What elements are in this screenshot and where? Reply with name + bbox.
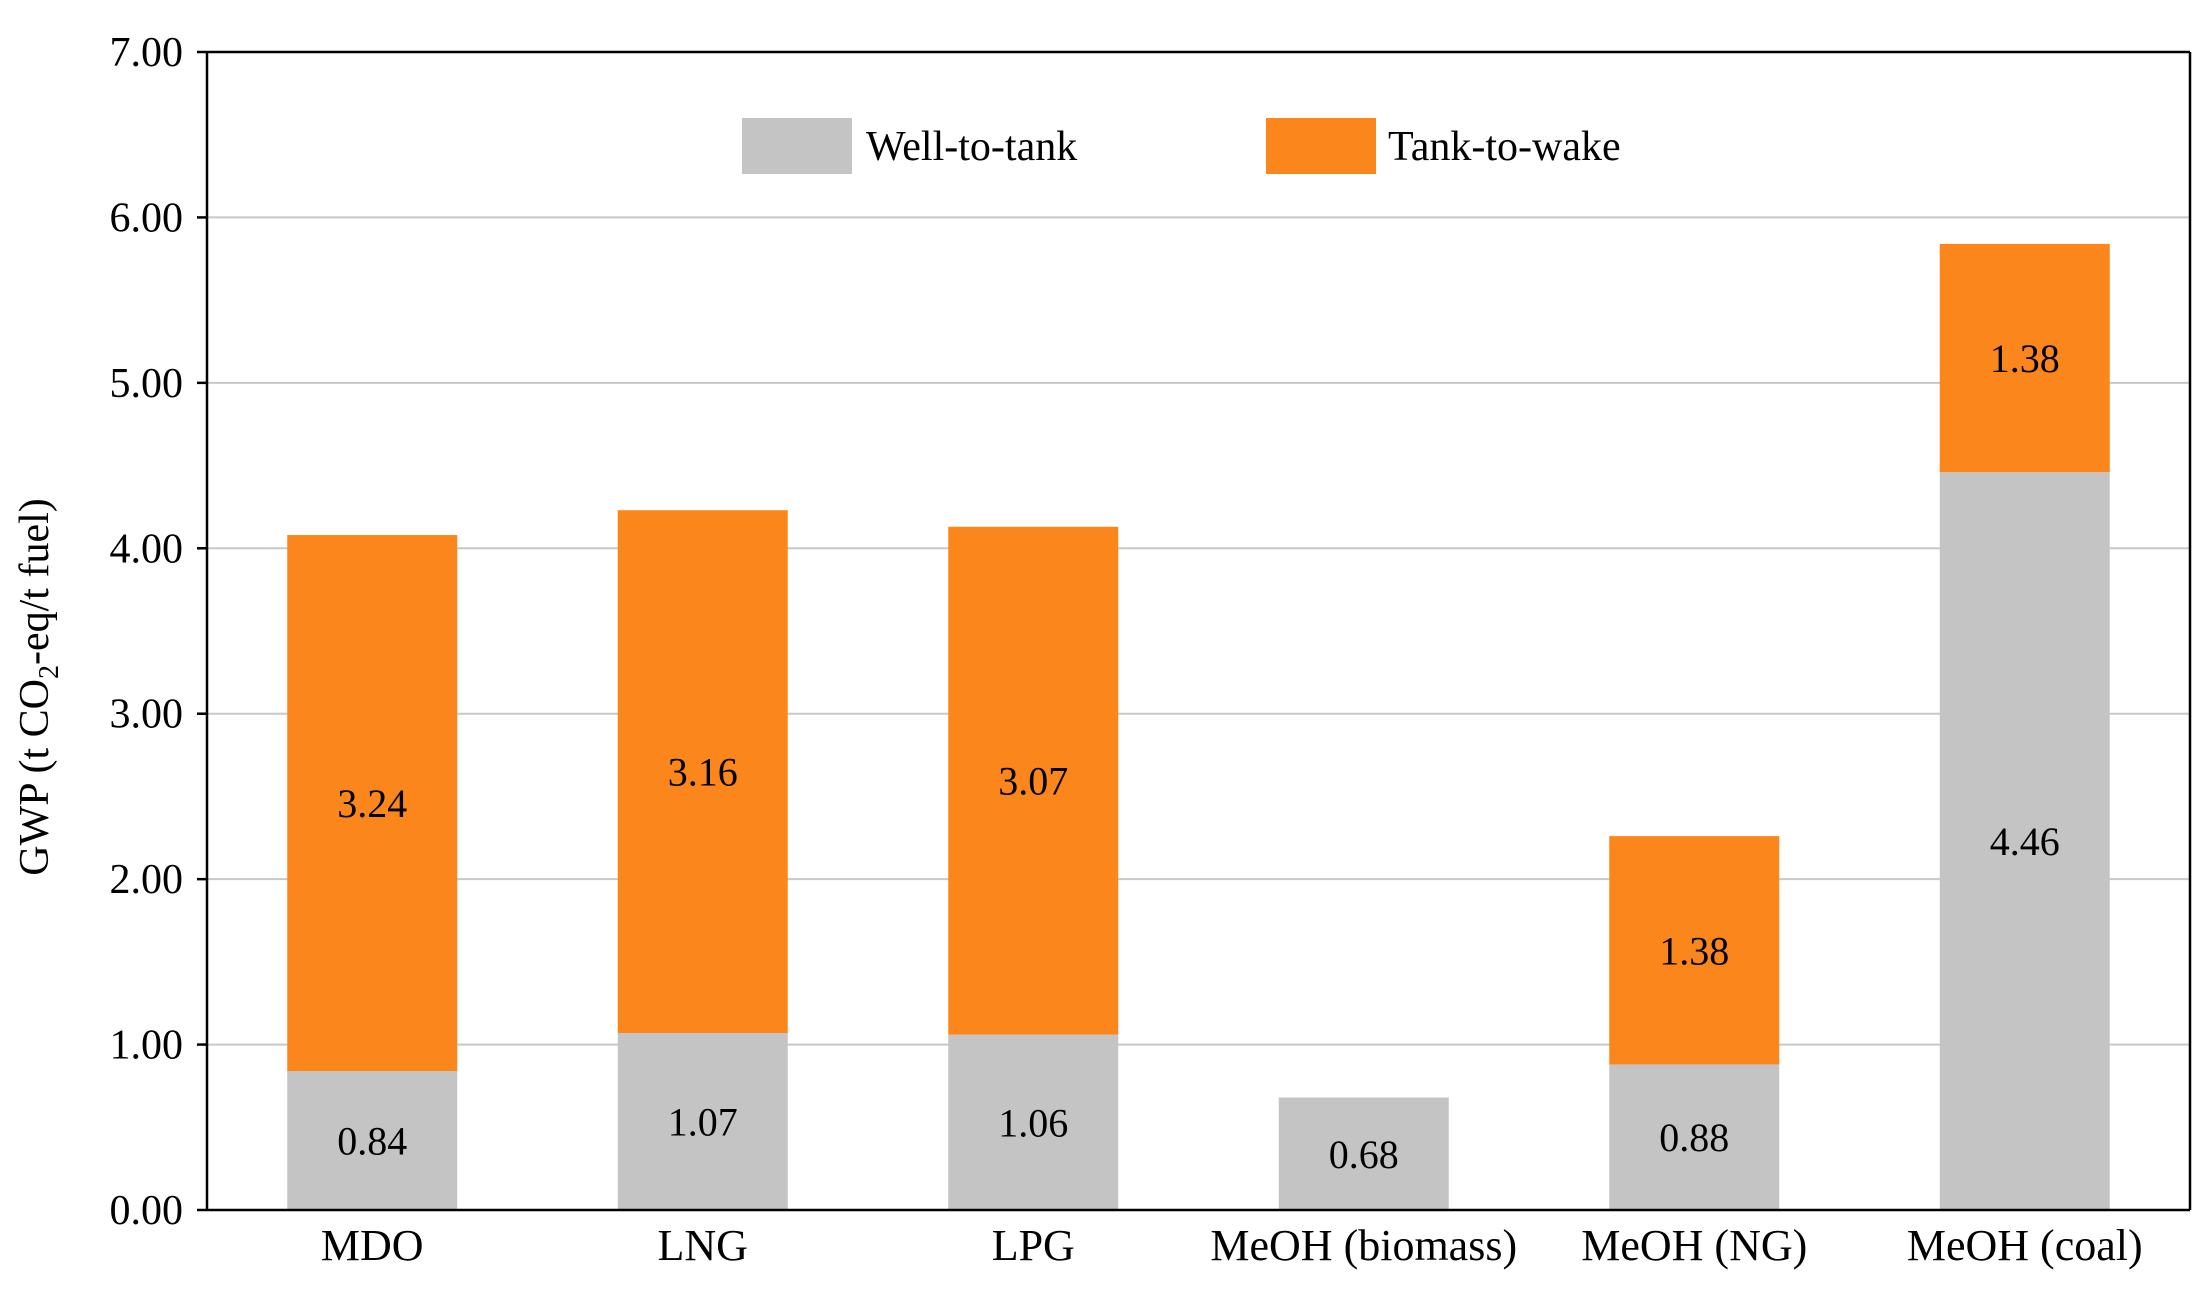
x-category-label: MeOH (biomass) [1210,1221,1517,1270]
bar-segment [1278,1097,1449,1210]
bar-value-label: 0.88 [1659,1115,1729,1160]
y-tick-label: 5.00 [110,361,184,407]
bar-segment [1609,1064,1780,1210]
bar-value-label: 1.38 [1659,928,1729,973]
y-tick-label: 0.00 [110,1188,184,1234]
x-category-label: MDO [321,1221,424,1270]
bar-segment [948,1034,1119,1210]
bar-segment [948,526,1119,1035]
y-tick-label: 2.00 [110,857,184,903]
y-tick-label: 7.00 [110,30,184,76]
x-category-label: MeOH (NG) [1581,1221,1807,1270]
legend-swatch [742,118,852,174]
legend-label: Well-to-tank [866,124,1077,170]
y-tick-label: 4.00 [110,526,184,572]
bar-value-label: 3.07 [998,759,1068,804]
bar-value-label: 0.68 [1329,1132,1399,1177]
bar-segment [617,1032,788,1210]
x-category-label: LPG [992,1221,1075,1270]
y-axis-title-tail: -eq/t fuel) [12,498,58,665]
bar-value-label: 3.16 [668,750,738,795]
legend-swatch [1266,118,1376,174]
bar-value-label: 0.84 [337,1119,407,1164]
legend-label: Tank-to-wake [1388,124,1621,170]
bar-segment [1939,472,2110,1210]
y-tick-label: 3.00 [110,692,184,738]
bar-value-label: 1.07 [668,1099,738,1144]
legend: Well-to-tank Tank-to-wake [742,118,1621,174]
bar-value-label: 4.46 [1990,819,2060,864]
y-tick-label: 1.00 [110,1023,184,1069]
bar-value-label: 1.38 [1990,336,2060,381]
y-tick-label: 6.00 [110,195,184,241]
bar-segment [287,1071,458,1210]
x-category-label: MeOH (coal) [1907,1221,2143,1270]
bar-value-label: 3.24 [337,781,407,826]
gridlines [207,216,2190,1046]
bars [287,243,2110,1210]
axes: 0.00 1.00 2.00 3.00 4.00 5.00 6.00 7.00 MDO LNG LP… [110,30,2192,1270]
y-axis-title-subscript: 2 [34,665,65,679]
bar-segment [287,535,458,1072]
x-category-label: LNG [658,1221,748,1270]
y-axis-title: GWP (t CO2-eq/t fuel) [12,498,65,876]
bar-segment [1609,836,1780,1065]
bar-segment [617,510,788,1033]
data-labels: 0.84 3.24 1.07 3.16 1.06 3.07 0.68 0.88 1.38 4.46… [337,336,2060,1177]
bar-segment [1939,243,2110,473]
bar-value-label: 1.06 [998,1100,1068,1145]
y-axis-title-main: GWP (t CO [12,679,58,876]
